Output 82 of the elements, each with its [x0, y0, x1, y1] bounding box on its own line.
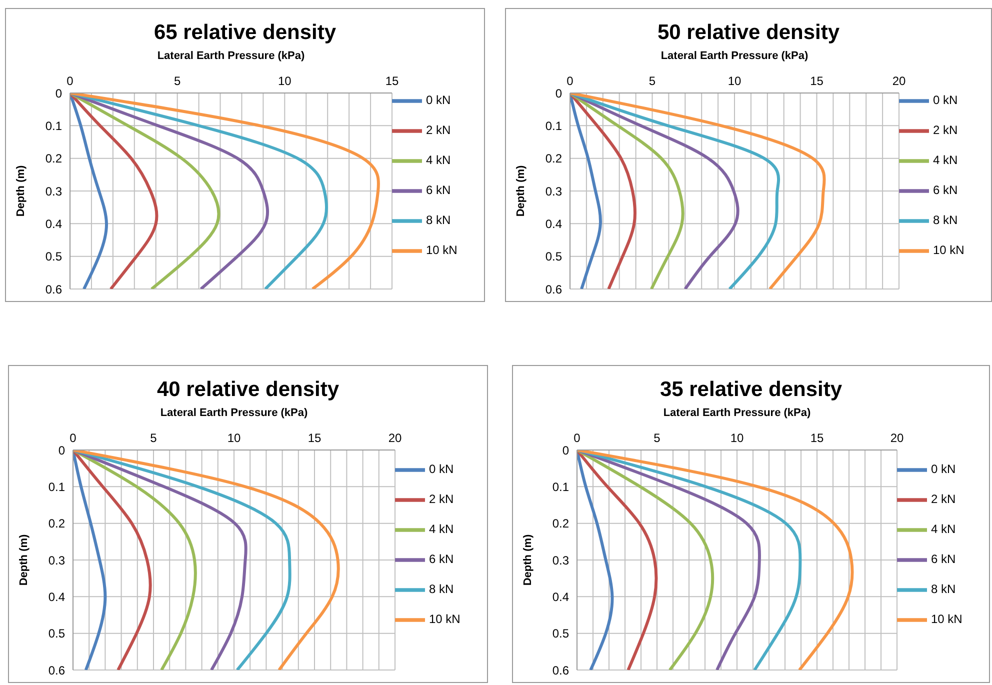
- legend-label: 6 kN: [426, 183, 451, 198]
- y-tick-label: 0.3: [552, 553, 570, 568]
- x-tick-label: 10: [728, 74, 742, 88]
- x-tick-label: 0: [574, 431, 581, 445]
- x-axis-title: Lateral Earth Pressure (kPa): [663, 406, 811, 419]
- y-tick-label: 0.1: [552, 480, 570, 494]
- legend-label: 10 kN: [429, 612, 460, 626]
- x-tick-label: 20: [890, 431, 904, 445]
- legend-label: 2 kN: [429, 492, 454, 506]
- legend-label: 10 kN: [933, 243, 964, 258]
- y-tick-label: 0.1: [48, 480, 66, 494]
- y-tick-label: 0: [58, 443, 66, 458]
- legend-label: 0 kN: [931, 462, 956, 476]
- x-tick-label: 5: [654, 431, 661, 445]
- x-tick-label: 10: [278, 74, 292, 88]
- y-tick-label: 0.6: [552, 663, 570, 678]
- legend-label: 8 kN: [931, 582, 956, 596]
- y-tick-label: 0.4: [48, 590, 66, 604]
- x-axis-title: Lateral Earth Pressure (kPa): [157, 50, 305, 62]
- x-tick-label: 5: [648, 74, 656, 88]
- x-tick-label: 0: [66, 74, 74, 88]
- legend-label: 8 kN: [426, 213, 451, 228]
- x-tick-label: 20: [892, 74, 906, 88]
- legend-label: 4 kN: [931, 522, 956, 536]
- x-tick-label: 10: [730, 431, 744, 445]
- y-tick-label: 0.5: [545, 250, 562, 264]
- y-tick-label: 0.3: [48, 553, 66, 568]
- legend-label: 2 kN: [426, 123, 451, 138]
- y-tick-label: 0.6: [45, 282, 62, 296]
- y-tick-label: 0.3: [545, 184, 562, 198]
- legend-label: 4 kN: [429, 522, 454, 536]
- x-tick-label: 15: [810, 74, 824, 88]
- y-tick-label: 0.5: [552, 626, 570, 641]
- y-axis-title: Depth (m): [514, 165, 527, 217]
- y-tick-label: 0.4: [45, 216, 62, 231]
- y-tick-label: 0.3: [45, 184, 62, 198]
- y-tick-label: 0.5: [48, 626, 66, 641]
- y-tick-label: 0.2: [552, 516, 570, 531]
- y-tick-label: 0.4: [545, 216, 562, 231]
- legend-label: 8 kN: [933, 213, 958, 228]
- y-tick-label: 0.2: [545, 152, 562, 166]
- legend-label: 0 kN: [933, 93, 958, 108]
- y-tick-label: 0.2: [48, 516, 66, 531]
- x-tick-label: 20: [388, 431, 402, 445]
- y-tick-label: 0: [55, 86, 62, 100]
- legend-label: 8 kN: [429, 582, 454, 596]
- x-axis-title: Lateral Earth Pressure (kPa): [660, 50, 808, 62]
- x-tick-label: 10: [227, 431, 241, 445]
- legend-label: 10 kN: [931, 612, 962, 626]
- y-axis-title: Depth (m): [14, 165, 27, 217]
- legend-label: 0 kN: [429, 462, 454, 476]
- x-tick-label: 5: [150, 431, 158, 445]
- chart-title: 50 relative density: [656, 21, 841, 46]
- y-tick-label: 0.4: [552, 590, 570, 604]
- legend-label: 2 kN: [933, 123, 958, 138]
- legend-label: 4 kN: [426, 153, 451, 168]
- x-tick-label: 0: [70, 431, 77, 445]
- y-tick-label: 0.1: [45, 118, 62, 133]
- y-axis-title: Depth (m): [522, 534, 534, 586]
- x-tick-label: 15: [810, 431, 824, 445]
- chart-title: 35 relative density: [658, 378, 844, 403]
- chart-title: 40 relative density: [156, 378, 340, 403]
- y-tick-label: 0: [555, 86, 562, 100]
- x-tick-label: 15: [308, 431, 322, 445]
- y-tick-label: 0.6: [48, 663, 66, 678]
- legend-label: 10 kN: [426, 243, 458, 258]
- legend-label: 6 kN: [933, 183, 958, 198]
- x-tick-label: 5: [174, 74, 181, 88]
- legend-label: 6 kN: [931, 552, 956, 566]
- legend-label: 4 kN: [933, 153, 958, 168]
- y-tick-label: 0.1: [545, 118, 562, 133]
- chart-title: 65 relative density: [152, 21, 338, 46]
- y-axis-title: Depth (m): [18, 534, 30, 586]
- x-axis-title: Lateral Earth Pressure (kPa): [160, 406, 308, 419]
- legend-label: 0 kN: [426, 93, 451, 108]
- y-tick-label: 0.6: [545, 282, 562, 296]
- y-tick-label: 0.5: [45, 250, 62, 264]
- y-tick-label: 0.2: [45, 152, 62, 166]
- x-tick-label: 15: [385, 74, 399, 88]
- y-tick-label: 0: [562, 443, 570, 458]
- legend-label: 6 kN: [429, 552, 454, 566]
- legend-label: 2 kN: [931, 492, 956, 506]
